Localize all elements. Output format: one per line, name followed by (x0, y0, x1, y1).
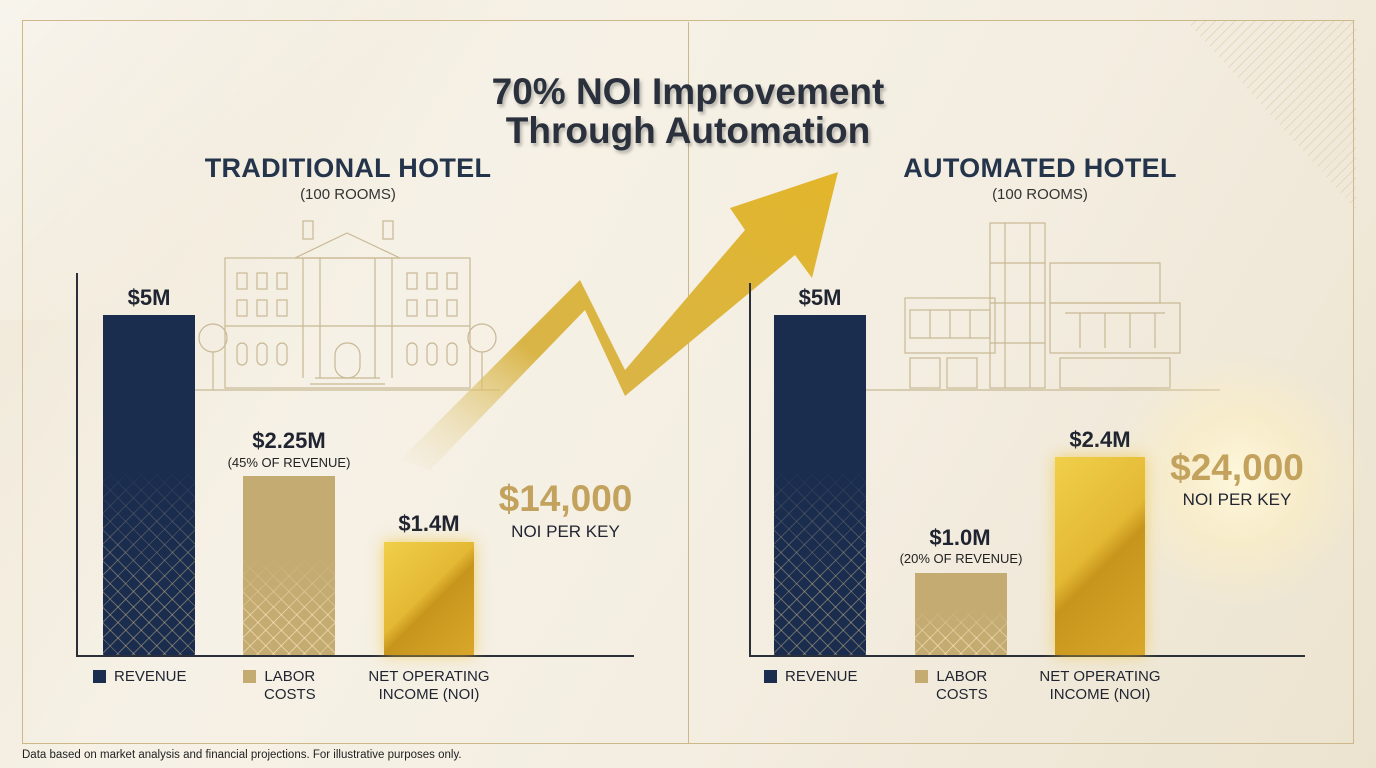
automated-legend-revenue: REVENUE (764, 668, 858, 686)
traditional-labor-value: $2.25M (252, 428, 326, 453)
automated-heading: AUTOMATED HOTEL (903, 153, 1177, 183)
automated-noi-per-key-value: $24,000 (1170, 447, 1304, 488)
traditional-noi-value: $1.4M (398, 511, 460, 536)
traditional-noi-per-key-value: $14,000 (498, 478, 633, 519)
automated-legend-labor: LABOR COSTS (915, 668, 988, 704)
traditional-x-axis (76, 655, 634, 657)
center-divider (688, 22, 689, 744)
navy-swatch-icon (93, 670, 106, 683)
traditional-noi-bar (384, 542, 474, 655)
noi-glow (1110, 350, 1370, 610)
traditional-labor-note: (45% OF REVENUE) (227, 455, 351, 470)
automated-subheading: (100 ROOMS) (992, 186, 1088, 203)
traditional-heading: TRADITIONAL HOTEL (204, 153, 492, 183)
automated-x-axis (749, 655, 1305, 657)
traditional-subheading: (100 ROOMS) (300, 186, 396, 203)
automated-noi-per-key-label: NOI PER KEY (1182, 490, 1292, 509)
traditional-labor-bar (243, 476, 335, 655)
automated-labor-bar (915, 573, 1007, 655)
automated-noi-value: $2.4M (1069, 427, 1131, 452)
automated-labor-note: (20% OF REVENUE) (899, 551, 1023, 566)
traditional-legend-labor: LABOR COSTS (243, 668, 316, 704)
automated-revenue-value: $5M (798, 285, 842, 310)
footnote: Data based on market analysis and financ… (22, 749, 462, 761)
growth-arrow-icon (400, 172, 838, 470)
navy-swatch-icon (764, 670, 777, 683)
tan-swatch-icon (915, 670, 928, 683)
traditional-noi-per-key-label: NOI PER KEY (511, 522, 620, 541)
title-line-1: 70% NOI Improvement (491, 71, 885, 112)
automated-labor-value: $1.0M (929, 525, 991, 550)
page-title: 70% NOI Improvement Through Automation (0, 72, 1376, 150)
traditional-legend-noi: NET OPERATING INCOME (NOI) (368, 668, 490, 703)
traditional-legend-revenue: REVENUE (93, 668, 187, 686)
traditional-revenue-bar (103, 315, 195, 655)
traditional-y-axis (76, 273, 78, 657)
automated-legend-noi: NET OPERATING INCOME (NOI) (1039, 668, 1161, 703)
traditional-revenue-value: $5M (127, 285, 171, 310)
modern-hotel-icon (865, 222, 1220, 391)
title-line-2: Through Automation (505, 110, 871, 151)
background-light-sweep (0, 0, 420, 320)
automated-revenue-bar (774, 315, 866, 655)
classical-hotel-icon (195, 220, 500, 391)
tan-swatch-icon (243, 670, 256, 683)
automated-noi-bar (1055, 457, 1145, 655)
automated-y-axis (749, 283, 751, 657)
